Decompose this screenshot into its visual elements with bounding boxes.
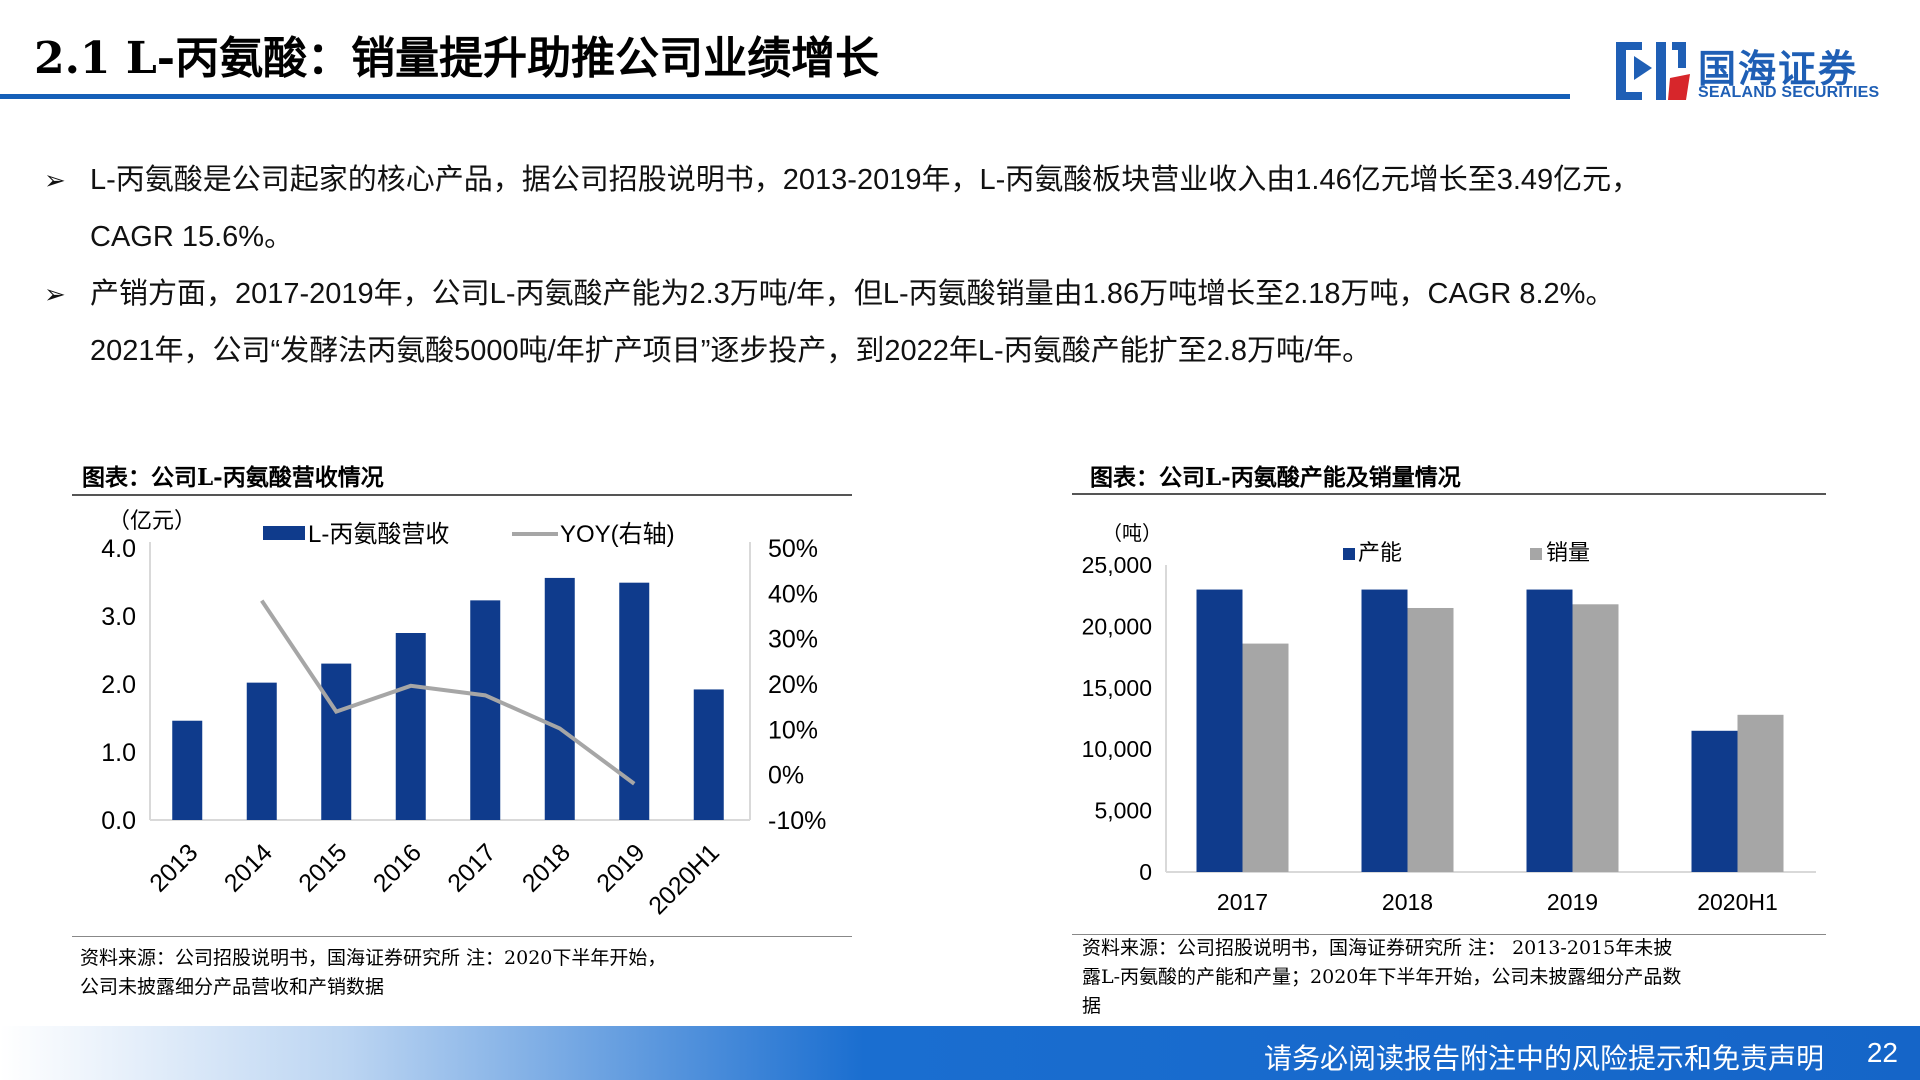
revenue-bar — [321, 663, 352, 820]
capacity-bar — [1526, 589, 1573, 872]
capacity-chart-bottom-rule — [1072, 934, 1826, 935]
revenue-chart: （亿元）4.0 3.0 2.0 1.0 0.0 50% 40% 30% 20% 10% 0% -10%… — [101, 508, 826, 920]
y2-tick-label: -10% — [768, 807, 826, 835]
capacity-bar — [1691, 730, 1738, 872]
page-title: 2.1 L-丙氨酸：销量提升助推公司业绩增长 — [34, 33, 880, 84]
capacity-chart-top-rule — [1072, 493, 1826, 495]
page-number: 22 — [1866, 1037, 1898, 1068]
sales-bar — [1407, 607, 1454, 872]
y2-tick-label: 50% — [768, 535, 818, 563]
y-tick-label: 15,000 — [1082, 675, 1152, 701]
bullet-arrow-icon: ➢ — [44, 165, 66, 195]
legend-swatch-capacity — [1343, 548, 1355, 560]
legend-swatch-sales — [1530, 548, 1542, 560]
y-tick-label: 20,000 — [1082, 613, 1152, 639]
y-axis-unit: （吨） — [1102, 522, 1162, 545]
legend-label-capacity: 产能 — [1358, 540, 1402, 565]
footer-disclaimer: 请务必阅读报告附注中的风险提示和免责声明 — [1263, 1042, 1824, 1075]
y2-tick-label: 30% — [768, 626, 818, 654]
x-tick-label: 2018 — [517, 838, 576, 897]
y2-tick-label: 40% — [768, 580, 818, 608]
y2-tick-label: 0% — [768, 762, 804, 790]
y-tick-label: 5,000 — [1094, 798, 1152, 824]
capacity-bar — [1361, 589, 1408, 872]
y-tick-label: 2.0 — [101, 671, 136, 699]
title-divider — [0, 94, 1570, 99]
capacity-chart-title: 图表：公司L-丙氨酸产能及销量情况 — [1090, 464, 1461, 491]
revenue-chart-title: 图表：公司L-丙氨酸营收情况 — [82, 464, 384, 491]
capacity-bar — [1196, 589, 1243, 872]
capacity-chart: （吨） 25,000 20,000 15,000 10,000 5,000 0 2017 201… — [1082, 522, 1816, 915]
y-axis-unit: （亿元） — [108, 508, 196, 533]
y-tick-label: 0 — [1139, 859, 1152, 885]
bullet-text-line: 2021年，公司“发酵法丙氨酸5000吨/年扩产项目”逐步投产，到2022年L-… — [90, 335, 1372, 367]
revenue-bar — [544, 577, 575, 820]
bullet-item-capacity: ➢ 产销方面，2017-2019年，公司L-丙氨酸产能为2.3万吨/年，但L-丙… — [44, 266, 1884, 380]
bullet-text-line: 产销方面，2017-2019年，公司L-丙氨酸产能为2.3万吨/年，但L-丙氨酸… — [90, 278, 1615, 310]
source-line: 公司未披露细分产品营收和产销数据 — [80, 976, 385, 998]
revenue-bar — [619, 582, 650, 820]
x-tick-label: 2019 — [1547, 889, 1598, 915]
revenue-chart-bottom-rule — [72, 936, 852, 937]
source-line: 据 — [1082, 995, 1102, 1017]
revenue-bar — [470, 600, 501, 820]
y-tick-label: 4.0 — [101, 535, 136, 563]
x-tick-label: 2020H1 — [1697, 889, 1778, 915]
company-logo: 国海证券 SEALAND SECURITIES — [1612, 36, 1882, 108]
revenue-bar — [395, 633, 426, 820]
y-tick-label: 1.0 — [101, 739, 136, 767]
bullet-item-revenue: ➢ L-丙氨酸是公司起家的核心产品，据公司招股说明书，2013-2019年，L-… — [44, 152, 1884, 266]
bullet-arrow-icon: ➢ — [44, 279, 66, 309]
y-tick-label: 25,000 — [1082, 552, 1152, 578]
source-line: 资料来源：公司招股说明书，国海证券研究所 注： 2013-2015年未披 — [1082, 937, 1673, 959]
revenue-chart-source: 资料来源：公司招股说明书，国海证券研究所 注：2020下半年开始， 公司未披露细… — [80, 944, 860, 1002]
logo-emblem-icon — [1616, 42, 1690, 100]
yoy-line — [260, 599, 636, 786]
x-tick-label: 2020H1 — [643, 838, 725, 920]
x-tick-label: 2013 — [144, 838, 203, 897]
y-tick-label: 3.0 — [101, 603, 136, 631]
x-tick-label: 2014 — [219, 838, 278, 897]
legend-swatch-revenue — [263, 526, 305, 540]
footer-bar: 请务必阅读报告附注中的风险提示和免责声明 22 — [0, 1026, 1920, 1080]
bullet-list: ➢ L-丙氨酸是公司起家的核心产品，据公司招股说明书，2013-2019年，L-… — [44, 152, 1884, 380]
revenue-chart-top-rule — [72, 494, 852, 496]
legend-label-yoy: YOY(右轴) — [560, 521, 675, 548]
sales-bar — [1572, 604, 1619, 872]
sales-bar — [1737, 714, 1784, 872]
x-tick-label: 2016 — [368, 838, 427, 897]
x-tick-label: 2017 — [442, 838, 501, 897]
bullet-text-line: CAGR 15.6%。 — [90, 221, 294, 253]
bullet-text-line: L-丙氨酸是公司起家的核心产品，据公司招股说明书，2013-2019年，L-丙氨… — [90, 164, 1641, 196]
revenue-bar — [246, 682, 277, 820]
capacity-chart-source: 资料来源：公司招股说明书，国海证券研究所 注： 2013-2015年未披 露L-… — [1082, 934, 1842, 1021]
revenue-bar — [693, 689, 724, 820]
y2-tick-label: 10% — [768, 716, 818, 744]
source-line: 露L-丙氨酸的产能和产量；2020年下半年开始，公司未披露细分产品数 — [1082, 966, 1682, 988]
legend-label-sales: 销量 — [1546, 540, 1590, 565]
x-tick-label: 2019 — [591, 838, 650, 897]
sales-bar — [1242, 643, 1289, 872]
y-tick-label: 0.0 — [101, 807, 136, 835]
x-tick-label: 2017 — [1217, 889, 1268, 915]
y-tick-label: 10,000 — [1082, 736, 1152, 762]
x-tick-label: 2015 — [293, 838, 352, 897]
revenue-bar — [172, 720, 203, 820]
logo-name-cn: 国海证券 — [1698, 47, 1859, 91]
source-line: 资料来源：公司招股说明书，国海证券研究所 注：2020下半年开始， — [80, 947, 667, 969]
x-tick-label: 2018 — [1382, 889, 1433, 915]
y2-tick-label: 20% — [768, 671, 818, 699]
legend-label-revenue: L-丙氨酸营收 — [308, 521, 449, 548]
logo-name-en: SEALAND SECURITIES — [1698, 84, 1880, 101]
